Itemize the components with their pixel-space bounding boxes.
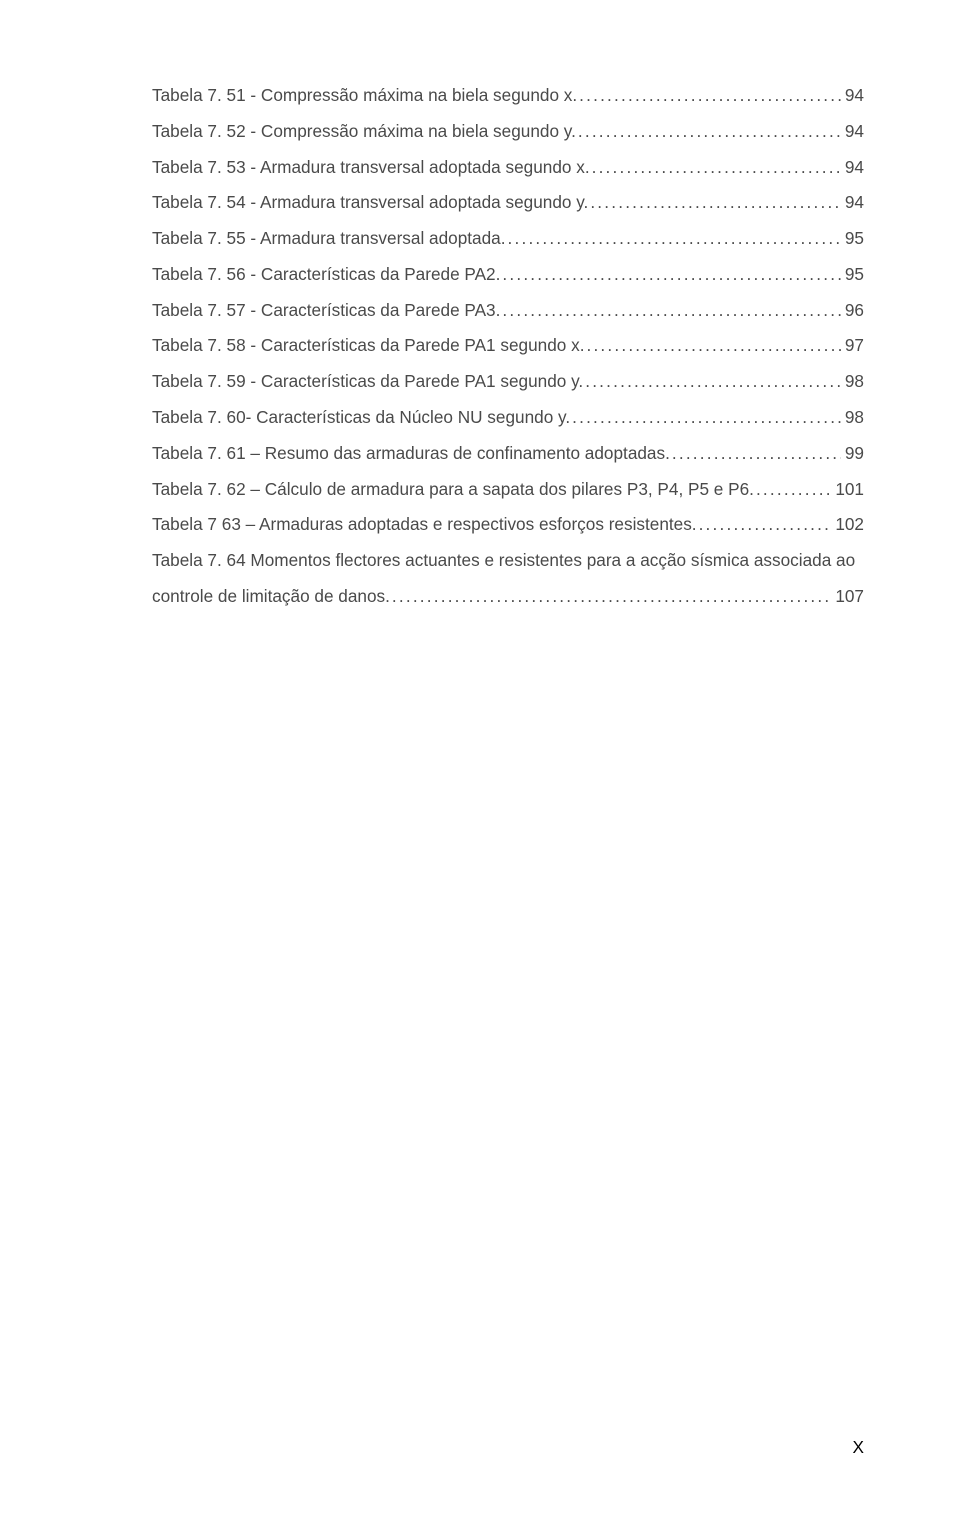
toc-entry-page: 107 bbox=[831, 579, 864, 615]
toc-leader-dots: ........................................… bbox=[506, 221, 841, 257]
toc-entry-label: Tabela 7 63 – Armaduras adoptadas e resp… bbox=[152, 507, 697, 543]
toc-entry: Tabela 7. 62 – Cálculo de armadura para … bbox=[152, 472, 864, 508]
toc-leader-dots: ........................................… bbox=[697, 507, 832, 543]
toc-entry-label: Tabela 7. 61 – Resumo das armaduras de c… bbox=[152, 436, 670, 472]
toc-entry-page: 101 bbox=[831, 472, 864, 508]
toc-entry-label: Tabela 7. 62 – Cálculo de armadura para … bbox=[152, 472, 754, 508]
toc-leader-dots: ........................................… bbox=[500, 257, 840, 293]
toc-entry-label: controle de limitação de danos. bbox=[152, 579, 390, 615]
toc-entry-label: Tabela 7. 55 - Armadura transversal adop… bbox=[152, 221, 506, 257]
toc-leader-dots: ........................................… bbox=[570, 400, 841, 436]
toc-leader-dots: ........................................… bbox=[588, 185, 841, 221]
toc-entry: Tabela 7 63 – Armaduras adoptadas e resp… bbox=[152, 507, 864, 543]
document-page: Tabela 7. 51 - Compressão máxima na biel… bbox=[0, 0, 960, 1520]
toc-entry-page: 95 bbox=[841, 221, 864, 257]
toc-leader-dots: ........................................… bbox=[670, 436, 841, 472]
toc-entry: Tabela 7. 53 - Armadura transversal adop… bbox=[152, 150, 864, 186]
toc-leader-dots: ........................................… bbox=[577, 78, 841, 114]
toc-entry: Tabela 7. 58 - Características da Parede… bbox=[152, 328, 864, 364]
toc-leader-dots: ........................................… bbox=[583, 364, 841, 400]
toc-entry: Tabela 7. 55 - Armadura transversal adop… bbox=[152, 221, 864, 257]
toc-entry: Tabela 7. 51 - Compressão máxima na biel… bbox=[152, 78, 864, 114]
toc-entry-page: 98 bbox=[841, 364, 864, 400]
toc-entry: Tabela 7. 60- Características da Núcleo … bbox=[152, 400, 864, 436]
toc-leader-dots: ........................................… bbox=[584, 328, 840, 364]
toc-entry: Tabela 7. 61 – Resumo das armaduras de c… bbox=[152, 436, 864, 472]
toc-entry-page: 94 bbox=[841, 78, 864, 114]
toc-leader-dots: ........................................… bbox=[590, 150, 841, 186]
toc-entry-page: 95 bbox=[841, 257, 864, 293]
toc-entry-page: 96 bbox=[841, 293, 864, 329]
toc-multiline-line1: Tabela 7. 64 Momentos flectores actuante… bbox=[152, 543, 864, 579]
toc-entry: Tabela 7. 54 - Armadura transversal adop… bbox=[152, 185, 864, 221]
toc-leader-dots: ........................................… bbox=[754, 472, 831, 508]
toc-leader-dots: ........................................… bbox=[576, 114, 841, 150]
toc-entry: Tabela 7. 52 - Compressão máxima na biel… bbox=[152, 114, 864, 150]
toc-entry: Tabela 7. 57 - Características da Parede… bbox=[152, 293, 864, 329]
toc-entry-label: Tabela 7. 53 - Armadura transversal adop… bbox=[152, 150, 590, 186]
toc-entry-label: Tabela 7. 56 - Características da Parede… bbox=[152, 257, 500, 293]
table-of-contents: Tabela 7. 51 - Compressão máxima na biel… bbox=[152, 78, 864, 543]
toc-leader-dots: ........................................… bbox=[500, 293, 840, 329]
toc-entry-page: 98 bbox=[841, 400, 864, 436]
toc-entry-label: Tabela 7. 52 - Compressão máxima na biel… bbox=[152, 114, 576, 150]
toc-entry-page: 97 bbox=[841, 328, 864, 364]
toc-entry-page: 99 bbox=[841, 436, 864, 472]
toc-entry-label: Tabela 7. 60- Características da Núcleo … bbox=[152, 400, 570, 436]
toc-entry: Tabela 7. 56 - Características da Parede… bbox=[152, 257, 864, 293]
toc-entry-label: Tabela 7. 57 - Características da Parede… bbox=[152, 293, 500, 329]
toc-multiline-line2: controle de limitação de danos. ........… bbox=[152, 579, 864, 615]
toc-entry-page: 94 bbox=[841, 185, 864, 221]
toc-entry-label: Tabela 7. 51 - Compressão máxima na biel… bbox=[152, 78, 577, 114]
page-number-footer: X bbox=[853, 1437, 864, 1458]
toc-entry: Tabela 7. 59 - Características da Parede… bbox=[152, 364, 864, 400]
toc-entry-page: 94 bbox=[841, 114, 864, 150]
toc-entry-label: Tabela 7. 59 - Características da Parede… bbox=[152, 364, 583, 400]
toc-entry-label: Tabela 7. 58 - Características da Parede… bbox=[152, 328, 584, 364]
toc-entry-label: Tabela 7. 54 - Armadura transversal adop… bbox=[152, 185, 588, 221]
toc-leader-dots: ........................................… bbox=[390, 579, 831, 615]
toc-entry-page: 102 bbox=[831, 507, 864, 543]
toc-entry-page: 94 bbox=[841, 150, 864, 186]
